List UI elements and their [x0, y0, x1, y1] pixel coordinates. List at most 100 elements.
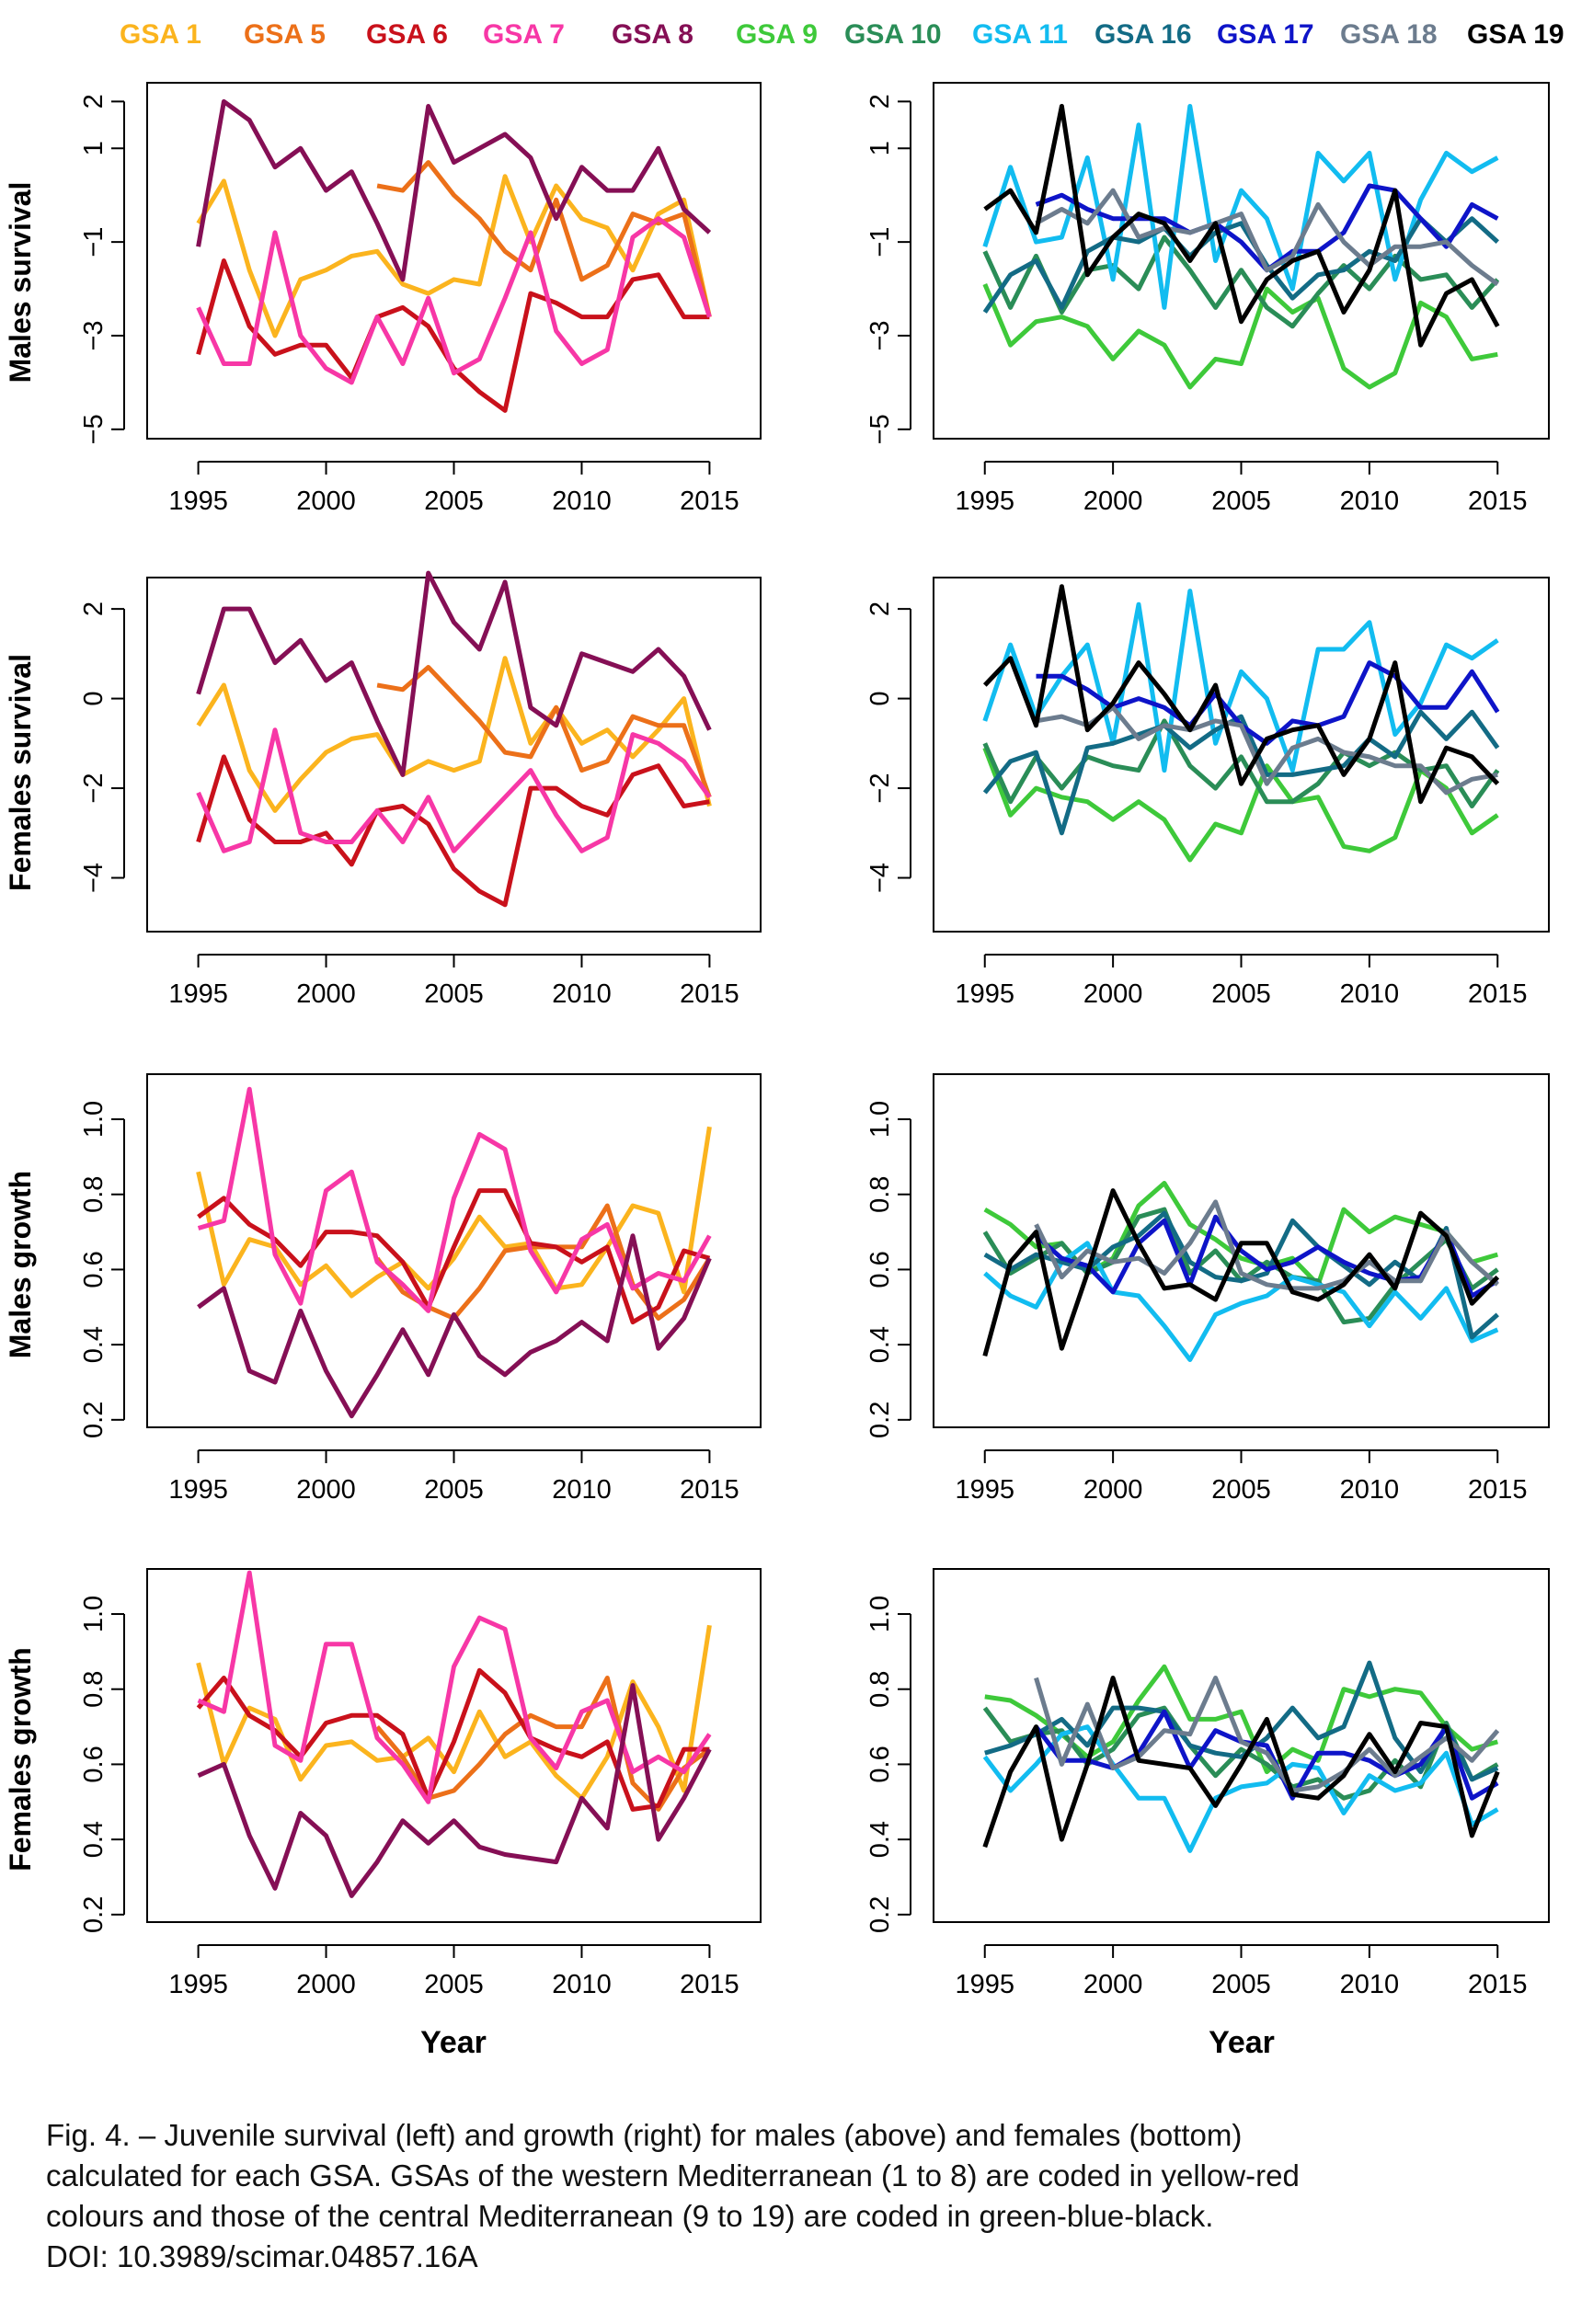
series-group — [982, 1660, 1500, 1853]
x-axis: 1995 2000 2005 2010 2015 — [955, 461, 1528, 516]
plot-frame — [146, 1568, 762, 1923]
plot-frame — [146, 577, 762, 933]
x-tick-label: 1995 — [955, 487, 1014, 516]
y-tick-label: 0.8 — [79, 1671, 109, 1708]
figure-caption: Fig. 4. – Juvenile survival (left) and g… — [46, 2115, 1554, 2277]
legend-item: GSA 8 — [612, 19, 693, 50]
y-tick-label: −3 — [79, 320, 109, 350]
x-tick-label: 2000 — [1083, 1475, 1143, 1505]
x-tick-label: 2000 — [1083, 979, 1143, 1009]
x-tick-label: 2010 — [1340, 487, 1400, 516]
x-tick-label: 2010 — [552, 979, 612, 1009]
series-line-gsa-8 — [197, 1683, 712, 1898]
x-axis-label-right: Year — [1209, 2025, 1275, 2060]
series-group — [196, 98, 712, 413]
chart-panel-males-growth-western: 1995 2000 2005 2010 2015 0.2 0.4 0.6 0.8 1.0 — [79, 1073, 762, 1505]
y-tick-label: 0.2 — [865, 1896, 895, 1933]
x-tick-label: 2005 — [1211, 979, 1271, 1009]
y-tick-label: 2 — [79, 94, 109, 109]
series-line-gsa-1 — [196, 1126, 712, 1299]
series-line-gsa-1 — [196, 174, 712, 338]
y-tick-label: 0.2 — [865, 1402, 895, 1438]
chart-panel-males-survival-central: 1995 2000 2005 2010 2015 −5 −3 −1 1 2 — [865, 82, 1550, 516]
x-tick-label: 2000 — [296, 487, 356, 516]
row-label-males-survival: Males survival — [4, 182, 37, 384]
plot-frame — [933, 82, 1550, 440]
y-tick-label: 2 — [865, 601, 895, 616]
series-line-gsa-19 — [982, 1676, 1500, 1849]
series-line-gsa-10 — [982, 235, 1500, 329]
chart-panel-females-growth-central: 1995 2000 2005 2010 2015 0.2 0.4 0.6 0.8 1.0 — [865, 1568, 1550, 1999]
x-tick-label: 2010 — [552, 1475, 612, 1505]
series-group — [196, 570, 712, 908]
y-axis: 0.2 0.4 0.6 0.8 1.0 — [865, 1101, 911, 1438]
series-line-gsa-8 — [196, 98, 712, 282]
series-group — [982, 1181, 1500, 1362]
y-tick-label: −2 — [865, 773, 895, 804]
caption-line: colours and those of the central Mediter… — [46, 2199, 1214, 2233]
x-tick-label: 2005 — [424, 1970, 484, 1999]
legend-item: GSA 7 — [483, 19, 565, 50]
y-tick-label: 2 — [79, 601, 109, 616]
x-axis: 1995 2000 2005 2010 2015 — [955, 1944, 1528, 1999]
x-tick-label: 2000 — [1083, 1970, 1143, 1999]
series-line-gsa-8 — [197, 1233, 712, 1419]
caption-line: Fig. 4. – Juvenile survival (left) and g… — [46, 2118, 1243, 2152]
series-line-gsa-1 — [196, 656, 712, 813]
x-tick-label: 1995 — [168, 979, 228, 1009]
series-line-gsa-19 — [982, 584, 1500, 805]
series-line-gsa-8 — [196, 570, 712, 777]
y-tick-label: 0 — [865, 692, 895, 706]
figure: GSA 1 GSA 5 GSA 6 GSA 7 GSA 8 GSA 9 GSA 10 GSA … — [4, 19, 1564, 2060]
y-tick-label: −2 — [79, 773, 109, 804]
y-tick-label: −4 — [79, 863, 109, 893]
y-tick-label: 1.0 — [79, 1101, 109, 1138]
y-tick-label: 0.6 — [79, 1746, 109, 1782]
x-tick-label: 1995 — [955, 1475, 1014, 1505]
series-line-gsa-18 — [1034, 1676, 1500, 1793]
legend: GSA 1 GSA 5 GSA 6 GSA 7 GSA 8 GSA 9 GSA 10 GSA … — [120, 19, 1564, 50]
legend-item: GSA 10 — [844, 19, 942, 50]
chart-panel-males-growth-central: 1995 2000 2005 2010 2015 0.2 0.4 0.6 0.8 1.0 — [865, 1073, 1550, 1505]
x-tick-label: 1995 — [168, 487, 228, 516]
y-tick-label: 0.4 — [79, 1821, 109, 1858]
y-tick-label: −4 — [865, 863, 895, 893]
x-tick-label: 2010 — [552, 1970, 612, 1999]
series-line-gsa-6 — [197, 1188, 711, 1325]
legend-item: GSA 1 — [120, 19, 201, 50]
row-label-males-growth: Males growth — [4, 1171, 37, 1358]
series-line-gsa-19 — [982, 1188, 1500, 1357]
series-line-gsa-18 — [1035, 188, 1499, 287]
legend-item: GSA 19 — [1467, 19, 1564, 50]
x-tick-label: 2000 — [296, 1475, 356, 1505]
series-line-gsa-7 — [196, 216, 712, 385]
series-group — [196, 1570, 712, 1898]
x-tick-label: 2000 — [296, 1970, 356, 1999]
y-tick-label: 0.2 — [79, 1896, 109, 1933]
x-tick-label: 2005 — [424, 1475, 484, 1505]
y-tick-label: 0.6 — [865, 1251, 895, 1288]
y-tick-label: 1.0 — [865, 1101, 895, 1138]
x-tick-label: 2015 — [680, 979, 739, 1009]
x-tick-label: 2010 — [1340, 1970, 1400, 1999]
x-tick-label: 2015 — [1468, 1970, 1528, 1999]
y-tick-label: 1 — [865, 141, 895, 155]
y-tick-label: 0.4 — [79, 1326, 109, 1363]
x-tick-label: 1995 — [168, 1970, 228, 1999]
y-tick-label: 0 — [79, 692, 109, 706]
y-axis: 0.2 0.4 0.6 0.8 1.0 — [865, 1596, 911, 1933]
plot-frame — [933, 577, 1550, 933]
plot-frame — [146, 82, 762, 440]
x-tick-label: 2005 — [424, 487, 484, 516]
x-tick-label: 1995 — [955, 1970, 1014, 1999]
series-group — [196, 1086, 712, 1419]
caption-line: calculated for each GSA. GSAs of the wes… — [46, 2158, 1300, 2192]
series-line-gsa-7 — [197, 1570, 712, 1804]
series-line-gsa-6 — [196, 1667, 710, 1812]
legend-item: GSA 18 — [1340, 19, 1438, 50]
legend-item: GSA 6 — [366, 19, 448, 50]
x-axis-label-left: Year — [420, 2025, 487, 2060]
y-tick-label: 0.6 — [79, 1251, 109, 1288]
x-axis: 1995 2000 2005 2010 2015 — [168, 954, 739, 1009]
